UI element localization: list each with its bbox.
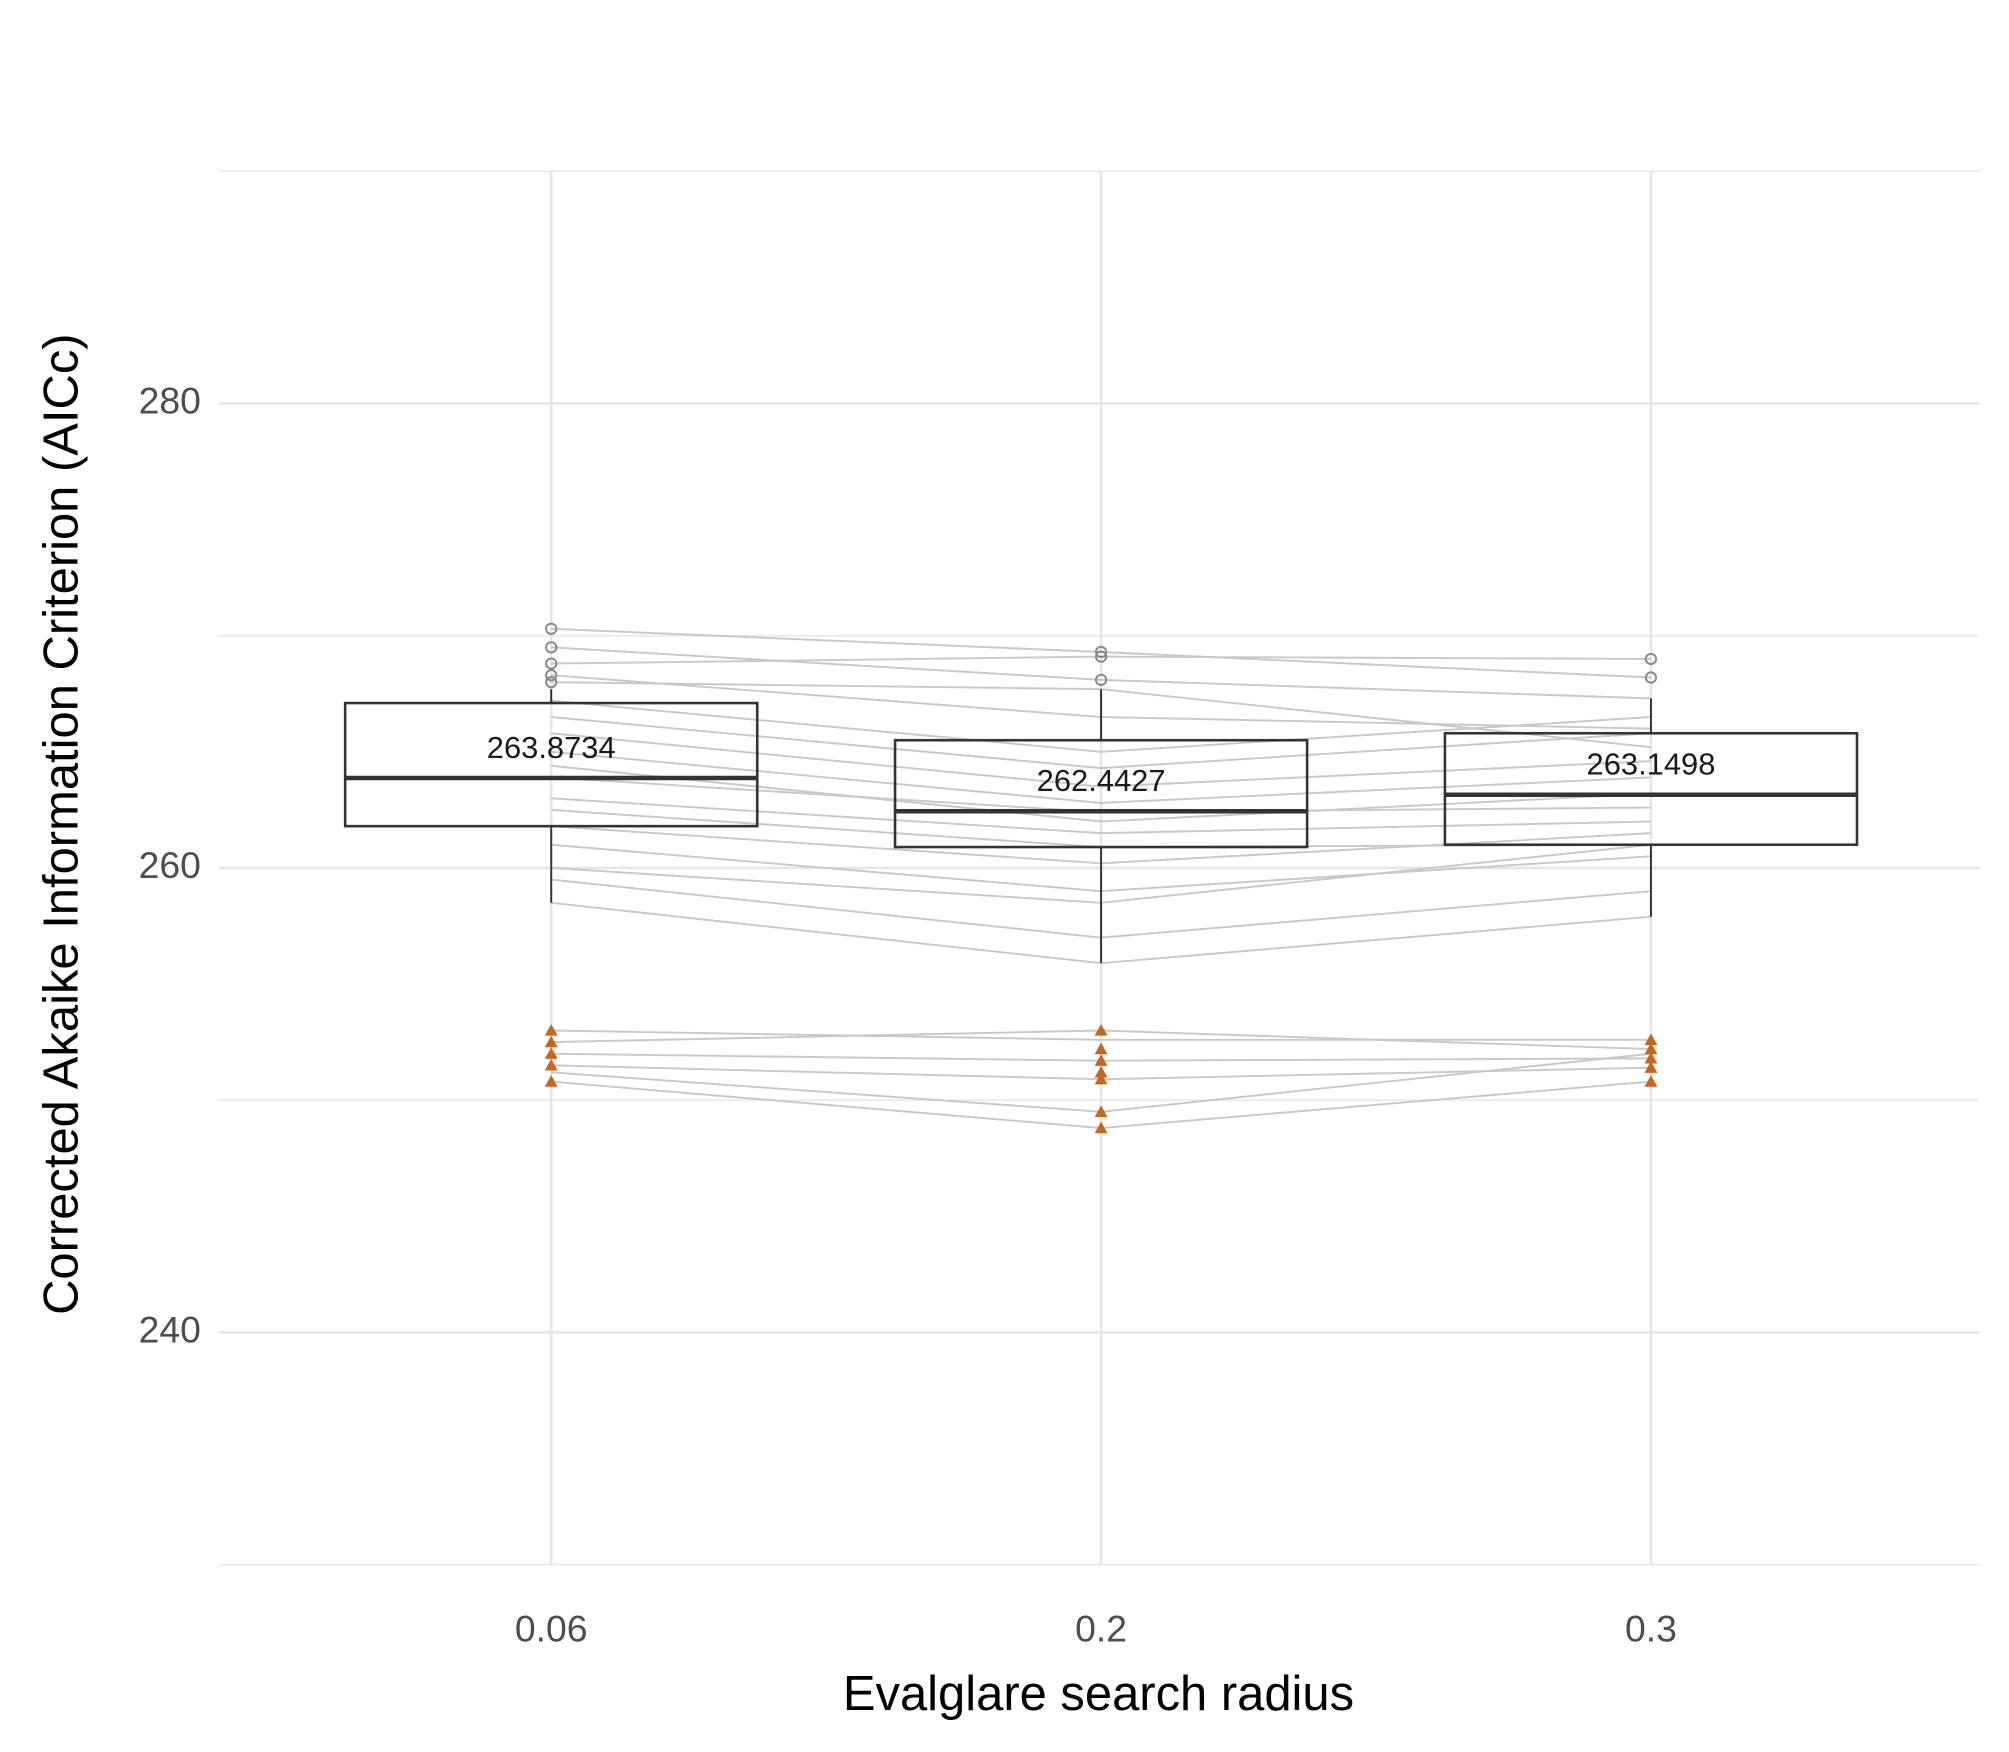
paired-line <box>551 797 1651 835</box>
highlight-point <box>1094 1072 1108 1085</box>
highlight-point <box>1644 1051 1658 1064</box>
x-tick-label: 0.3 <box>1625 1607 1677 1649</box>
highlight-point <box>1094 1121 1108 1134</box>
outlier <box>1094 673 1108 686</box>
highlight-point <box>544 1075 558 1087</box>
y-axis-title: Corrected Akaike Information Criterion (… <box>34 333 88 1315</box>
outlier <box>545 676 558 689</box>
highlight-point <box>1094 1054 1108 1066</box>
x-axis-title: Evalglare search radius <box>843 1667 1354 1721</box>
outlier <box>545 622 558 635</box>
highlight-point <box>544 1035 558 1048</box>
paired-line <box>551 1029 1651 1041</box>
x-tick-label: 0.2 <box>1075 1607 1127 1649</box>
box <box>1443 731 1859 847</box>
box <box>343 701 759 828</box>
y-tick-label: 240 <box>139 1308 201 1350</box>
highlight-point <box>1094 1042 1108 1055</box>
outlier <box>545 641 558 654</box>
highlight-point <box>1094 1024 1108 1036</box>
highlight-point <box>544 1058 558 1071</box>
x-tick-label: 0.06 <box>515 1607 588 1649</box>
paired-line <box>551 764 1652 823</box>
median-label: 263.8734 <box>487 730 616 765</box>
y-tick-label: 280 <box>139 379 201 421</box>
outlier <box>545 657 558 670</box>
highlight-point <box>544 1047 558 1059</box>
median-label: 262.4427 <box>1037 763 1166 798</box>
paired-line <box>551 646 1651 700</box>
highlight-point <box>1644 1061 1658 1073</box>
highlight-point <box>1644 1075 1658 1087</box>
highlight-point <box>1094 1065 1108 1078</box>
highlight-point <box>1094 1105 1108 1117</box>
highlight-point <box>544 1024 558 1036</box>
paired-line <box>551 732 1652 788</box>
outlier <box>1094 645 1108 659</box>
median-label: 263.1498 <box>1587 747 1716 782</box>
highlight-point <box>1644 1042 1658 1055</box>
outlier <box>1644 652 1658 666</box>
outlier <box>1094 650 1108 663</box>
paired-line <box>551 699 1652 753</box>
paired-line <box>551 716 1652 770</box>
highlight-point <box>1644 1033 1658 1045</box>
outlier <box>1644 671 1658 684</box>
box <box>893 738 1309 849</box>
outlier <box>545 669 558 682</box>
y-tick-label: 260 <box>139 844 201 886</box>
paired-line <box>551 750 1652 804</box>
